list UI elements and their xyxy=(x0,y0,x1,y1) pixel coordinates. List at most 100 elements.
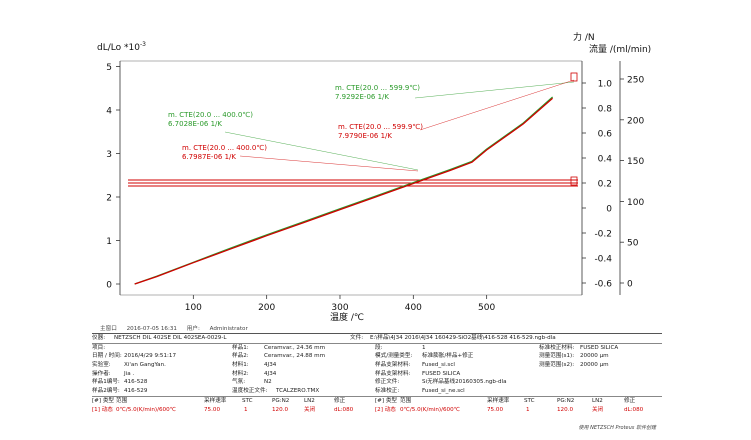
annotation-value: 6.7028E-06 1/K xyxy=(168,120,222,128)
leader-line xyxy=(414,81,575,99)
sample-no1-value: 416-528 xyxy=(124,379,148,386)
info-row: 项目: 样品1: Ceramvar., 24.36 mm 段: 1 标准校正材料… xyxy=(92,344,662,353)
y-left-tick-label: 1 xyxy=(106,237,112,247)
y-right1-tick-label: 0.8 xyxy=(598,105,613,115)
hdr-type: [#] 类型 xyxy=(92,397,115,404)
date-value: 2016/4/29 9:51:17 xyxy=(124,353,177,360)
hdr-stc: STC xyxy=(242,397,253,404)
sample-no2-value: 416-529 xyxy=(124,388,148,395)
y-right1-tick-label: 0 xyxy=(606,205,612,215)
sample1-value: Ceramvar., 24.36 mm xyxy=(264,344,326,351)
range2-label: 测量范围(s2): xyxy=(539,362,575,369)
gas-label: 气氛: xyxy=(232,379,246,386)
main-window-date: 2016-07-05 16:31 xyxy=(126,326,177,332)
y-right1-tick-label: -0.4 xyxy=(594,255,612,265)
y-right2-tick-label: 50 xyxy=(627,239,639,249)
mode-label: 模式/测量类型: xyxy=(375,353,413,360)
x-tick-label: 200 xyxy=(258,303,275,313)
range1-label: 测量范围(s1): xyxy=(539,353,575,360)
seg1-pg: 120.0 xyxy=(272,406,289,413)
seg2-pg: 120.0 xyxy=(557,406,574,413)
sample-no1-label: 样品1编号: xyxy=(92,379,120,386)
y-left-tick-label: 5 xyxy=(106,63,112,73)
annotation-label: m. CTE(20.0 ... 599.9℃) xyxy=(338,123,423,131)
mode-value: 标准膨胀/样品+修正 xyxy=(422,353,474,360)
range2-value: 20000 µm xyxy=(580,362,609,369)
footer-meta: 主窗口 2016-07-05 16:31 用户: Administrator xyxy=(100,324,256,332)
info-row: 实验室: Xi'an GangYan. 材料1: 4J34 样品支架材料: Fu… xyxy=(92,361,662,370)
y-right1-tick-label: 0.2 xyxy=(598,180,612,190)
y-right1-label: 力 /N xyxy=(573,31,595,43)
corr-file-value: Si无样品基线20160305.ngb-dla xyxy=(422,379,507,386)
corr-file-label: 修正文件: xyxy=(375,379,400,386)
main-window-label: 主窗口 xyxy=(100,326,117,332)
x-axis-label: 温度 /℃ xyxy=(330,311,364,323)
holder-label: 样品支架材料: xyxy=(375,362,411,369)
hdr-corr-2: 修正 xyxy=(624,397,636,404)
info-row: 样品1编号: 416-528 气氛: N2 修正文件: Si无样品基线20160… xyxy=(92,378,662,387)
series-line-1 xyxy=(134,97,554,285)
y-left-tick-label: 3 xyxy=(106,150,112,160)
y-right1-tick-label: 0.6 xyxy=(598,130,613,140)
seg1-range: 0℃/5.0(K/min)/600℃ xyxy=(116,406,176,413)
hdr-range: 范围 xyxy=(116,397,128,404)
lab-label: 实验室: xyxy=(92,362,111,369)
seg-label: 段: xyxy=(375,344,383,351)
hdr-pg-2: PG:N2 xyxy=(557,397,575,404)
instrument-label: 仪器: xyxy=(92,335,106,341)
y-right1-tick-label: -0.2 xyxy=(594,230,612,240)
info-row: 仪器: NETZSCH DIL 402SE DIL 402SEA-0029-L … xyxy=(92,334,662,343)
y-left-ticks: 0 1 2 3 4 5 xyxy=(106,63,120,291)
leader-line xyxy=(239,155,419,172)
y-right2-ticks: 0 50 100 150 200 250 xyxy=(620,76,644,290)
y-right2-tick-label: 150 xyxy=(627,157,644,167)
sample2-label: 样品2: xyxy=(232,353,249,360)
sample1-label: 样品1: xyxy=(232,344,249,351)
temp-cal-value: TCALZERO.TMX xyxy=(276,388,320,395)
y-right2-tick-label: 0 xyxy=(627,280,633,290)
series-group xyxy=(134,96,554,285)
seg1-ln2: 关闭 xyxy=(304,406,316,413)
x-ticks: 100 200 300 400 500 xyxy=(185,295,496,313)
material2-value: 4J34 xyxy=(264,370,277,377)
operator-label: 操作者: xyxy=(92,370,111,377)
hdr-pg: PG:N2 xyxy=(272,397,290,404)
x-tick-label: 300 xyxy=(331,303,348,313)
temp-cal-label: 温度校正文件: xyxy=(232,388,268,395)
segment-row: [1] 动态 0℃/5.0(K/min)/600℃ 75.00 1 120.0 … xyxy=(92,406,662,415)
y-right2-label: 流量 /(ml/min) xyxy=(589,43,651,55)
segment-header-row: [#] 类型 范围 采样速率 STC PG:N2 LN2 修正 [#] 类型 范… xyxy=(92,397,662,406)
file-label: 文件: xyxy=(350,335,364,341)
y-right2-tick-label: 250 xyxy=(627,76,644,86)
sample2-value: Ceramvar., 24.88 mm xyxy=(264,353,326,360)
annotation-leaders xyxy=(224,79,575,172)
project-label: 项目: xyxy=(92,344,106,351)
info-row: 样品2编号: 416-529 温度校正文件: TCALZERO.TMX 标准校正… xyxy=(92,387,662,396)
hdr-rate-2: 采样速率 xyxy=(487,397,510,404)
std-corr-value: Fused_si_ne.scl xyxy=(422,388,465,395)
annotation-value: 7.9292E-06 1/K xyxy=(335,93,389,101)
holder2-label: 样品支架材料: xyxy=(375,370,411,377)
seg1-rate: 75.00 xyxy=(204,406,221,413)
annotation-value: 7.9790E-06 1/K xyxy=(338,132,392,140)
seg1-stc: 1 xyxy=(244,406,248,413)
annotation-label: m. CTE(20.0 ... 599.9℃) xyxy=(335,84,420,92)
y-left-tick-label: 4 xyxy=(106,107,112,117)
leader-line xyxy=(419,79,575,131)
y-left-tick-label: 0 xyxy=(106,281,112,291)
material1-label: 材料1: xyxy=(232,362,249,369)
info-panel: 仪器: NETZSCH DIL 402SE DIL 402SEA-0029-L … xyxy=(92,333,662,414)
hdr-ln2: LN2 xyxy=(304,397,315,404)
y-right1-ticks: -0.6 -0.4 -0.2 0 0.2 0.4 0.6 0.8 1.0 xyxy=(582,80,612,290)
seg1-id: [1] 动态 xyxy=(92,406,113,413)
hdr-range-2: 范围 xyxy=(400,397,412,404)
y-left-label: dL/Lo *10-3 xyxy=(97,41,146,53)
y-right1-tick-label: 1.0 xyxy=(598,80,613,90)
date-label: 日期 / 时间: xyxy=(92,353,122,360)
user-name: Administrator xyxy=(209,326,248,332)
force-baseline-lines xyxy=(128,72,578,187)
chart: dL/Lo *10-3 力 /N 流量 /(ml/min) 温度 /℃ 1 0 0 2… xyxy=(97,31,651,323)
range1-value: 20000 µm xyxy=(580,353,609,360)
hdr-ln2-2: LN2 xyxy=(592,397,603,404)
hdr-type-2: [#] 类型 xyxy=(375,397,398,404)
